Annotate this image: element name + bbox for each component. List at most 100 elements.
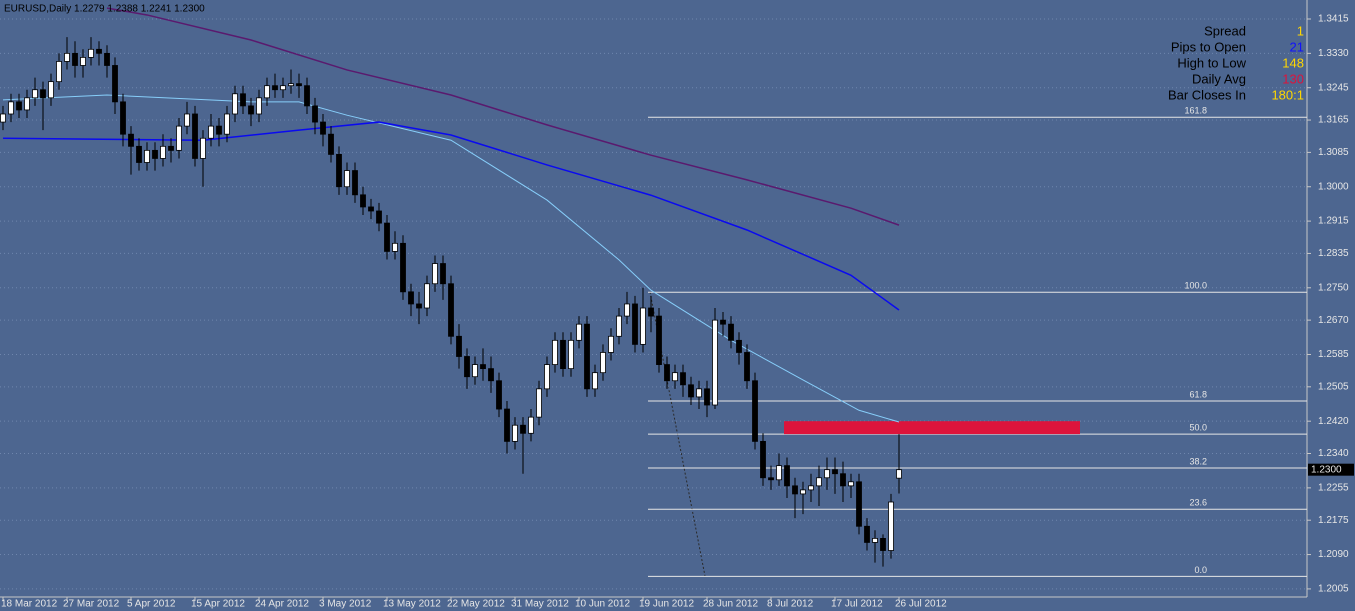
candle-body [656, 315, 662, 365]
x-tick-label: 22 May 2012 [447, 599, 505, 610]
fib-level-label: 23.6 [1189, 498, 1207, 508]
y-tick-label: 1.2835 [1318, 248, 1349, 259]
x-tick-label: 8 Jul 2012 [767, 599, 814, 610]
candle-body [120, 101, 126, 135]
candles [0, 37, 902, 567]
fibonacci: 161.8 100.0 61.8 50.0 38.2 23.6 0.0 [648, 106, 1307, 577]
zone-layer [784, 421, 1080, 435]
candle-body [24, 97, 30, 111]
y-tick-label: 1.2090 [1318, 549, 1349, 560]
candle-body [896, 469, 902, 479]
y-tick-label: 1.2670 [1318, 315, 1349, 326]
candle-body [872, 537, 878, 543]
info-value: 21 [1290, 39, 1304, 54]
candle-body [432, 263, 438, 285]
candle-body [192, 113, 198, 159]
candle-body [632, 303, 638, 345]
candle-body [200, 137, 206, 159]
candle-body [856, 481, 862, 527]
candle-body [400, 242, 406, 293]
candle-body [368, 206, 374, 212]
candle-body [816, 477, 822, 487]
candle-body [496, 380, 502, 410]
last-price-label: 1.2300 [1311, 464, 1342, 475]
candle-body [552, 339, 558, 365]
y-tick-label: 1.3330 [1318, 48, 1349, 59]
fib-level-label: 161.8 [1184, 106, 1207, 116]
fib-level-label: 100.0 [1184, 281, 1207, 291]
y-tick-label: 1.2750 [1318, 282, 1349, 293]
candle-body [752, 380, 758, 442]
candle-body [472, 364, 478, 378]
last-price-box [1308, 463, 1354, 476]
candle-body [616, 315, 622, 337]
x-tick-label: 28 Jun 2012 [703, 599, 758, 610]
candle-body [8, 101, 14, 115]
candle-body [136, 145, 142, 163]
candle-body [256, 97, 262, 115]
candle-body [800, 489, 806, 495]
candle-body [560, 339, 566, 370]
y-tick-label: 1.3415 [1318, 14, 1349, 25]
candle-body [480, 364, 486, 370]
candle-body [232, 93, 238, 115]
candle-body [536, 388, 542, 418]
info-label: High to Low [1177, 55, 1246, 70]
candle-body [624, 303, 630, 317]
x-tick-label: 27 Mar 2012 [63, 599, 120, 610]
info-value: 1 [1297, 23, 1304, 38]
candle-body [104, 52, 110, 66]
moving-average-line [2, 121, 900, 311]
y-tick-label: 1.2420 [1318, 416, 1349, 427]
candle-body [456, 335, 462, 357]
info-label: Spread [1204, 23, 1246, 38]
candle-body [56, 61, 62, 83]
moving-average-line [106, 7, 900, 226]
candle-body [592, 372, 598, 390]
candle-body [40, 89, 46, 99]
fib-level-label: 0.0 [1194, 565, 1207, 575]
candle-body [296, 83, 302, 87]
x-tick-label: 13 May 2012 [383, 599, 441, 610]
candle-body [264, 85, 270, 99]
candle-body [664, 364, 670, 382]
candle-body [768, 477, 774, 481]
candle-body [176, 125, 182, 151]
candle-body [728, 323, 734, 341]
candle-body [544, 364, 550, 390]
candle-body [272, 85, 278, 91]
info-value: 180:1 [1271, 87, 1304, 102]
candle-body [792, 485, 798, 495]
candle-body [224, 113, 230, 135]
y-tick-label: 1.2505 [1318, 381, 1349, 392]
candle-body [568, 339, 574, 370]
candle-body [864, 525, 870, 543]
fib-level-label: 61.8 [1189, 389, 1207, 399]
candle-body [688, 384, 694, 398]
candle-body [72, 52, 78, 66]
candle-body [16, 101, 22, 111]
info-label: Daily Avg [1192, 71, 1246, 86]
x-tick-label: 5 Apr 2012 [127, 599, 176, 610]
candle-body [312, 105, 318, 123]
info-value: 130 [1282, 71, 1304, 86]
x-tick-label: 31 May 2012 [511, 599, 569, 610]
candle-body [168, 145, 174, 151]
candle-body [464, 356, 470, 378]
y-tick-label: 1.3000 [1318, 181, 1349, 192]
candle-body [760, 440, 766, 479]
candle-body [712, 319, 718, 406]
candle-body [208, 125, 214, 139]
candle-body [424, 283, 430, 309]
candle-body [0, 113, 6, 123]
candle-body [360, 194, 366, 208]
candle-body [848, 481, 854, 487]
candle-body [840, 473, 846, 487]
candle-body [48, 81, 54, 99]
candle-body [160, 145, 166, 159]
candle-body [824, 469, 830, 479]
candle-body [584, 323, 590, 390]
candle-body [528, 416, 534, 434]
candle-body [488, 368, 494, 382]
candle-body [32, 89, 38, 99]
